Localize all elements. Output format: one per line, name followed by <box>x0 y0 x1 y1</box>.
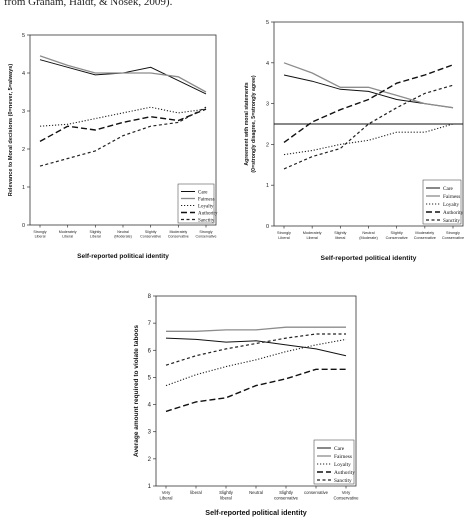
series-line-fairness <box>283 62 454 109</box>
x-tick-label: Very Liberal <box>160 490 173 500</box>
series-line-fairness <box>166 326 346 332</box>
legend-label-authority: Authority <box>198 212 218 217</box>
y-tick-label: 0 <box>22 223 25 229</box>
x-tick-label: Moderately Conservative <box>168 230 189 239</box>
legend-label-care: Care <box>334 446 345 452</box>
legend-box <box>313 439 355 485</box>
legend-label-sanctity: Sanctity <box>198 219 215 224</box>
x-tick-label: Moderately Conservative <box>414 231 436 240</box>
x-tick-label: Slightly liberal <box>219 490 234 500</box>
y-tick-label: 1 <box>22 185 25 191</box>
y-tick-label: 4 <box>148 403 152 409</box>
legend-label-care: Care <box>198 191 208 196</box>
y-tick-label: 6 <box>148 348 152 354</box>
y-tick-label: 3 <box>266 102 269 108</box>
x-axis-title: Self-reported political identity <box>77 253 169 260</box>
legend-label-fairness: Fairness <box>198 198 215 203</box>
legend-box <box>177 183 215 224</box>
y-tick-label: 4 <box>22 71 25 77</box>
y-tick-label: 2 <box>148 457 152 463</box>
chart-taboos: 1 2 3 4 5 6 7 8 Very Liberal liberal Slightly libera… <box>133 294 359 517</box>
x-tick-label: liberal <box>190 490 202 495</box>
legend: Care Fairness Loyalty Authority Sanctity <box>313 439 355 485</box>
caption-text: from Graham, Haidt, & Nosek, 2009). <box>4 0 173 8</box>
legend-label-authority: Authority <box>334 470 355 476</box>
y-tick-label: 3 <box>22 109 25 115</box>
x-tick-label: Very Conservative <box>333 490 359 500</box>
y-tick-label: 3 <box>148 430 152 436</box>
y-tick-label: 1 <box>266 183 269 189</box>
x-tick-label: Neutral (Moderate) <box>359 231 378 240</box>
legend-label-loyalty: Loyalty <box>443 202 460 208</box>
legend: Care Fairness Loyalty Authority Sanctity <box>422 179 464 225</box>
series-line-authority <box>39 108 207 143</box>
legend-label-loyalty: Loyalty <box>198 205 214 210</box>
series-line-loyalty <box>39 106 207 127</box>
x-tick-label: Strongly Conservative <box>196 230 217 239</box>
y-tick-label: 8 <box>148 294 152 300</box>
legend-label-care: Care <box>443 186 453 192</box>
y-axis-title: Average amount required to violate taboo… <box>133 325 140 457</box>
series-line-sanctity <box>39 106 207 167</box>
y-tick-label: 5 <box>22 33 25 39</box>
y-tick-label: 0 <box>266 224 269 230</box>
series-line-loyalty <box>283 123 454 156</box>
y-tick-label: 1 <box>148 484 152 490</box>
y-tick-label: 5 <box>266 20 269 26</box>
x-tick-label: Slightly Conservative <box>140 230 161 239</box>
y-tick-label: 4 <box>266 61 269 67</box>
chart-relevance: 0 1 2 3 4 5 Strongly Liberal Moderately Liberal Sl… <box>8 33 218 260</box>
legend-label-fairness: Fairness <box>443 194 460 200</box>
y-axis-title: Relevance to Moral decisions (0=never, 5… <box>8 64 14 197</box>
x-tick-label: Moderately Liberal <box>303 231 322 240</box>
y-tick-label: 2 <box>22 147 25 153</box>
x-tick-label: Slightly Liberal <box>90 230 102 239</box>
x-tick-label: Slightly liberal <box>334 231 346 240</box>
x-tick-label: Slightly conservative <box>274 490 299 500</box>
series-line-sanctity <box>283 84 454 170</box>
legend-label-sanctity: Sanctity <box>334 478 352 484</box>
series-line-fairness <box>39 55 207 93</box>
x-tick-label: conservative <box>304 490 329 495</box>
x-tick-label: Moderately Liberal <box>59 230 77 239</box>
series-line-care <box>283 74 454 109</box>
x-axis-title: Self-reported political identity <box>321 255 417 262</box>
y-tick-label: 2 <box>266 142 269 148</box>
legend: Care Fairness Loyalty Authority Sanctity <box>177 183 218 224</box>
x-tick-label: Strongly Liberal <box>33 230 46 239</box>
series-line-authority <box>165 368 346 413</box>
series-line-loyalty <box>165 338 347 387</box>
y-axis-title: Agreement with moral statements(0=strong… <box>244 75 257 172</box>
x-tick-label: Strongly Liberal <box>277 231 291 240</box>
legend-label-authority: Authority <box>443 210 464 216</box>
chart-agreement: 0 1 2 3 4 5 Strongly Liberal Moderately Liberal Sl… <box>244 20 464 262</box>
x-tick-label: Neutral (Moderate) <box>114 230 132 239</box>
legend-label-loyalty: Loyalty <box>334 462 351 468</box>
x-tick-label: Slightly Conservative <box>386 231 408 240</box>
legend-box <box>422 179 462 225</box>
y-tick-label: 7 <box>148 321 152 327</box>
series-line-care <box>165 337 347 357</box>
y-tick-label: 5 <box>148 375 152 381</box>
legend-label-fairness: Fairness <box>334 454 352 460</box>
x-tick-label: Strongly Conservative <box>442 231 464 240</box>
x-axis-title: Self-reported political identity <box>205 508 306 517</box>
series-line-authority <box>283 64 454 143</box>
x-tick-label: Neutral <box>249 490 263 495</box>
legend-label-sanctity: Sanctity <box>443 218 460 224</box>
